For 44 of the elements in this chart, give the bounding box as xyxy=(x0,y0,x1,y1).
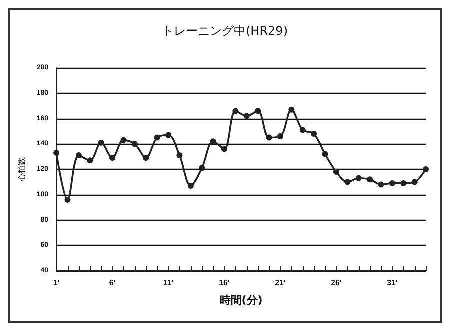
point xyxy=(188,182,194,189)
point xyxy=(87,158,94,164)
point xyxy=(232,108,239,114)
point xyxy=(356,175,362,182)
point xyxy=(367,176,374,183)
point xyxy=(120,137,127,144)
point xyxy=(322,151,328,158)
point xyxy=(210,138,216,145)
point xyxy=(154,134,160,141)
point xyxy=(266,134,272,141)
x-tick-label: 31' xyxy=(387,278,398,288)
point xyxy=(176,152,183,159)
point xyxy=(166,132,172,138)
point xyxy=(389,180,396,186)
point xyxy=(143,155,150,162)
x-tick-label: 21' xyxy=(275,278,286,288)
x-tick-label: 11' xyxy=(163,278,174,288)
chart-title: トレーニング中(HR29) xyxy=(162,24,288,38)
x-tick-label: 6' xyxy=(109,278,116,288)
point xyxy=(300,127,306,134)
point xyxy=(333,169,340,176)
x-tick-label: 1' xyxy=(53,278,60,288)
point xyxy=(344,179,351,186)
x-axis-title: 時間(分) xyxy=(220,294,263,307)
x-tick-label: 26' xyxy=(331,278,342,288)
point xyxy=(98,140,104,146)
point xyxy=(110,155,116,162)
point xyxy=(277,134,284,140)
point xyxy=(400,180,407,186)
x-tick-label: 16' xyxy=(219,278,230,288)
point xyxy=(423,166,429,172)
point xyxy=(255,108,262,114)
point xyxy=(378,182,384,188)
point xyxy=(64,196,71,203)
point xyxy=(132,141,138,148)
y-axis-title: 心拍数 xyxy=(18,158,26,182)
point xyxy=(76,152,82,159)
point xyxy=(222,146,228,152)
point xyxy=(199,165,206,172)
point xyxy=(288,106,295,113)
point xyxy=(412,179,418,186)
point xyxy=(244,113,250,120)
point xyxy=(311,130,318,137)
point xyxy=(54,150,60,156)
